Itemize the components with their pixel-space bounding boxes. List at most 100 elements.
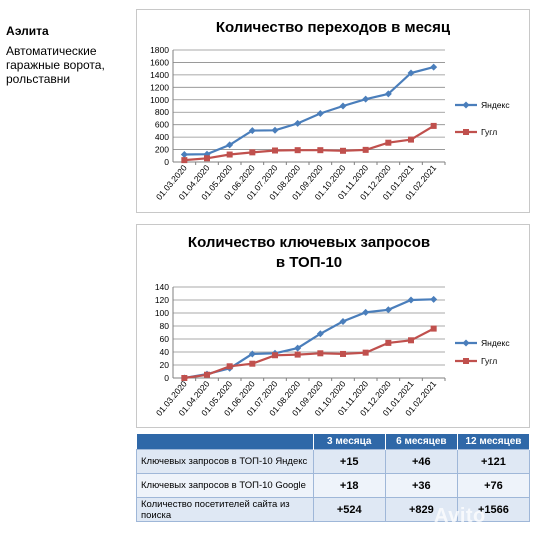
y-tick-label: 60	[160, 334, 170, 344]
row-value: +524	[312, 497, 386, 522]
data-point	[271, 126, 279, 134]
data-point	[316, 109, 324, 117]
data-point	[407, 69, 415, 77]
chart-title: в ТОП-10	[276, 254, 342, 271]
data-point	[339, 102, 347, 110]
data-point	[181, 157, 188, 164]
data-point	[316, 330, 324, 338]
chart-keywords-svg: Количество ключевых запросов в ТОП-10 0 20 4…	[154, 234, 510, 418]
data-point	[384, 306, 392, 314]
series-line-google	[184, 327, 435, 380]
data-point	[407, 296, 415, 304]
data-point	[180, 151, 188, 159]
series-line-yandex	[184, 298, 434, 380]
stats-header-12m: 12 месяцев	[457, 434, 531, 450]
legend-marker	[463, 358, 469, 364]
chart-visits: Количество переходов в месяц 0 200 400 600 80…	[136, 9, 530, 213]
data-point	[226, 141, 234, 149]
legend-label: Гугл	[481, 356, 497, 366]
data-point	[294, 147, 301, 154]
row-value: +18	[312, 473, 386, 498]
row-label: Ключевых запросов в ТОП-10 Google	[136, 473, 314, 498]
row-value: +36	[384, 473, 458, 498]
data-point	[272, 352, 278, 359]
stats-header-6m: 6 месяцев	[385, 434, 458, 450]
y-tick-label: 200	[155, 145, 169, 155]
row-value: +121	[456, 449, 531, 474]
data-point	[430, 122, 437, 129]
row-value: +1566	[456, 497, 531, 522]
y-tick-label: 100	[155, 308, 169, 318]
data-point	[317, 350, 324, 357]
data-point	[408, 337, 414, 344]
y-tick-label: 140	[155, 282, 169, 292]
table-row: Ключевых запросов в ТОП-10 Google +18 +3…	[136, 473, 531, 498]
data-point	[317, 147, 324, 154]
data-point	[226, 363, 233, 370]
stats-header-3m: 3 месяца	[313, 434, 386, 450]
data-point	[430, 325, 437, 332]
data-point	[248, 127, 256, 135]
series-line-yandex	[184, 66, 434, 156]
data-point	[340, 147, 346, 154]
y-tick-label: 1800	[150, 45, 169, 55]
data-point	[226, 151, 233, 158]
company-description: Автоматические гаражные ворота, рольстав…	[6, 44, 105, 86]
legend-label: Яндекс	[481, 338, 510, 348]
y-tick-label: 20	[160, 360, 170, 370]
data-point	[340, 350, 346, 357]
chart-title: Количество переходов в месяц	[216, 19, 451, 36]
row-value: +15	[312, 449, 386, 474]
avito-watermark: Avito	[434, 505, 486, 527]
chart-visits-svg: Количество переходов в месяц 0 200 400 600 80…	[150, 19, 510, 202]
data-point	[204, 155, 210, 162]
y-tick-label: 1200	[150, 82, 169, 92]
y-tick-label: 600	[155, 120, 169, 130]
data-point	[430, 63, 438, 71]
data-point	[384, 90, 392, 98]
data-point	[249, 149, 256, 156]
data-point	[294, 351, 301, 358]
row-value: +46	[384, 449, 458, 474]
data-point	[248, 350, 256, 358]
stats-table: 3 месяца 6 месяцев 12 месяцев Ключевых з…	[136, 434, 531, 522]
series-line-google	[184, 124, 435, 162]
y-tick-label: 800	[155, 107, 169, 117]
row-value: +829	[384, 497, 458, 522]
chart-title: Количество ключевых запросов	[188, 234, 430, 251]
y-tick-label: 1600	[150, 57, 169, 67]
y-tick-label: 0	[164, 373, 169, 383]
y-tick-label: 80	[160, 321, 170, 331]
y-tick-label: 400	[155, 132, 169, 142]
data-point	[339, 317, 347, 325]
data-point	[204, 371, 210, 378]
data-point	[249, 360, 256, 367]
data-point	[362, 95, 370, 103]
table-row: Ключевых запросов в ТОП-10 Яндекс +15 +4…	[136, 449, 531, 474]
data-point	[181, 375, 188, 381]
data-point	[430, 295, 438, 303]
y-tick-label: 1400	[150, 70, 169, 80]
data-point	[362, 146, 369, 153]
row-label: Ключевых запросов в ТОП-10 Яндекс	[136, 449, 314, 474]
table-row: Количество посетителей сайта из поиска +…	[136, 497, 531, 522]
data-point	[385, 139, 392, 146]
y-tick-label: 1000	[150, 95, 169, 105]
y-tick-label: 120	[155, 295, 169, 305]
data-point	[362, 349, 369, 356]
legend-marker	[462, 339, 470, 347]
chart-keywords: Количество ключевых запросов в ТОП-10 0 20 4…	[136, 224, 530, 428]
y-tick-label: 40	[160, 347, 170, 357]
legend-marker	[462, 101, 470, 109]
legend-label: Гугл	[481, 127, 497, 137]
data-point	[272, 147, 278, 154]
row-label: Количество посетителей сайта из поиска	[136, 497, 314, 522]
legend-marker	[463, 129, 469, 135]
data-point	[294, 119, 302, 127]
row-value: +76	[456, 473, 531, 498]
stats-header-row: 3 месяца 6 месяцев 12 месяцев	[136, 434, 531, 450]
y-tick-label: 0	[164, 157, 169, 167]
company-name: Аэлита	[6, 24, 49, 38]
data-point	[294, 344, 302, 352]
data-point	[362, 308, 370, 316]
